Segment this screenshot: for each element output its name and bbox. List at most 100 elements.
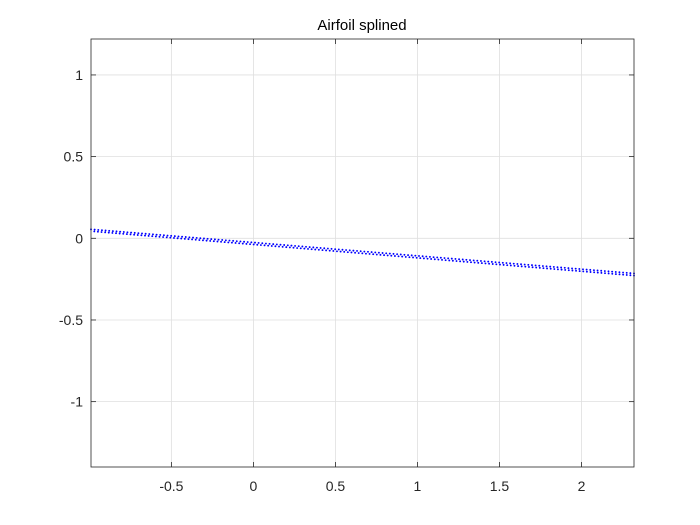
data-point-upper	[523, 263, 526, 266]
data-point-lower	[303, 247, 306, 250]
data-point-lower	[191, 238, 194, 241]
x-tick-label: 1.5	[490, 478, 510, 494]
y-tick-label: -0.5	[59, 312, 83, 328]
data-point-upper	[330, 247, 333, 250]
data-point-lower	[397, 255, 400, 258]
data-point-lower	[115, 232, 117, 235]
data-point-upper	[501, 261, 504, 264]
data-point-upper	[162, 234, 165, 237]
data-point-upper	[119, 230, 122, 233]
data-point-upper	[144, 232, 147, 235]
data-point-upper	[432, 256, 435, 259]
data-point-lower	[343, 250, 346, 253]
data-point-lower	[230, 241, 233, 244]
data-point-upper	[582, 268, 584, 271]
data-point-upper	[472, 259, 475, 262]
data-point-lower	[212, 240, 215, 243]
data-point-lower	[531, 266, 534, 269]
data-point-lower	[520, 265, 523, 268]
data-point-upper	[385, 252, 388, 255]
data-point-lower	[93, 230, 96, 233]
x-tick-label: 0	[250, 478, 258, 494]
data-point-lower	[270, 244, 273, 247]
data-point-lower	[383, 254, 386, 257]
data-point-upper	[122, 231, 125, 233]
data-point-upper	[512, 262, 515, 265]
data-point-lower	[122, 232, 125, 235]
data-point-lower	[125, 233, 128, 236]
data-point-lower	[524, 265, 527, 268]
data-point-upper	[505, 262, 508, 265]
data-point-lower	[129, 233, 132, 236]
data-point-upper	[177, 235, 180, 238]
data-point-upper	[137, 232, 140, 235]
data-point-lower	[560, 268, 563, 271]
data-point-lower	[444, 259, 447, 262]
data-point-upper	[279, 243, 282, 246]
data-point-upper	[556, 266, 559, 269]
data-point-upper	[195, 236, 198, 239]
data-point-lower	[173, 236, 175, 239]
data-point-lower	[509, 264, 512, 267]
data-point-upper	[199, 237, 202, 240]
data-point-upper	[235, 240, 238, 243]
data-point-upper	[166, 234, 169, 237]
data-point-upper	[345, 249, 348, 251]
data-point-upper	[447, 257, 450, 260]
data-point-lower	[299, 247, 302, 250]
axes-frame	[90, 38, 635, 468]
data-point-upper	[567, 267, 570, 270]
data-point-upper	[283, 244, 286, 246]
data-point-lower	[176, 237, 179, 240]
data-point-lower	[263, 244, 266, 247]
data-point-upper	[111, 230, 114, 233]
data-point-upper	[479, 260, 482, 262]
data-point-lower	[274, 245, 277, 248]
data-point-lower	[589, 271, 592, 273]
data-point-lower	[336, 250, 338, 253]
data-point-lower	[622, 273, 625, 276]
data-point-upper	[614, 270, 617, 273]
data-point-lower	[567, 269, 570, 272]
data-point-lower	[321, 249, 324, 252]
data-point-lower	[502, 263, 505, 266]
data-point-upper	[531, 264, 533, 267]
data-point-upper	[246, 241, 249, 243]
data-point-lower	[596, 271, 599, 274]
data-point-upper	[170, 234, 173, 237]
data-point-lower	[578, 270, 581, 273]
data-point-lower	[307, 247, 309, 250]
data-point-upper	[159, 233, 162, 236]
data-point-upper	[585, 268, 588, 271]
data-point-lower	[238, 242, 241, 245]
data-point-upper	[334, 248, 337, 251]
data-point-upper	[494, 261, 497, 264]
data-point-upper	[294, 244, 297, 247]
data-point-lower	[245, 242, 248, 245]
data-point-lower	[154, 235, 157, 238]
data-point-lower	[542, 267, 545, 270]
data-point-lower	[357, 252, 360, 254]
data-point-upper	[399, 253, 402, 256]
data-point-upper	[527, 263, 530, 266]
data-point-lower	[278, 245, 280, 248]
data-point-upper	[275, 243, 278, 246]
data-point-lower	[234, 242, 237, 244]
data-point-lower	[259, 244, 262, 247]
data-point-lower	[180, 237, 183, 240]
data-point-lower	[611, 272, 614, 275]
data-point-upper	[206, 237, 209, 240]
data-point-upper	[359, 250, 362, 253]
data-point-lower	[393, 255, 396, 257]
data-point-lower	[133, 233, 136, 236]
data-point-lower	[582, 270, 585, 273]
data-point-lower	[375, 253, 378, 256]
data-point-lower	[183, 237, 186, 240]
data-point-lower	[455, 260, 458, 262]
data-point-lower	[517, 265, 520, 268]
data-point-upper	[315, 246, 318, 249]
data-point-upper	[509, 262, 512, 265]
y-tick-label: 1	[75, 67, 83, 83]
data-point-lower	[201, 239, 204, 242]
